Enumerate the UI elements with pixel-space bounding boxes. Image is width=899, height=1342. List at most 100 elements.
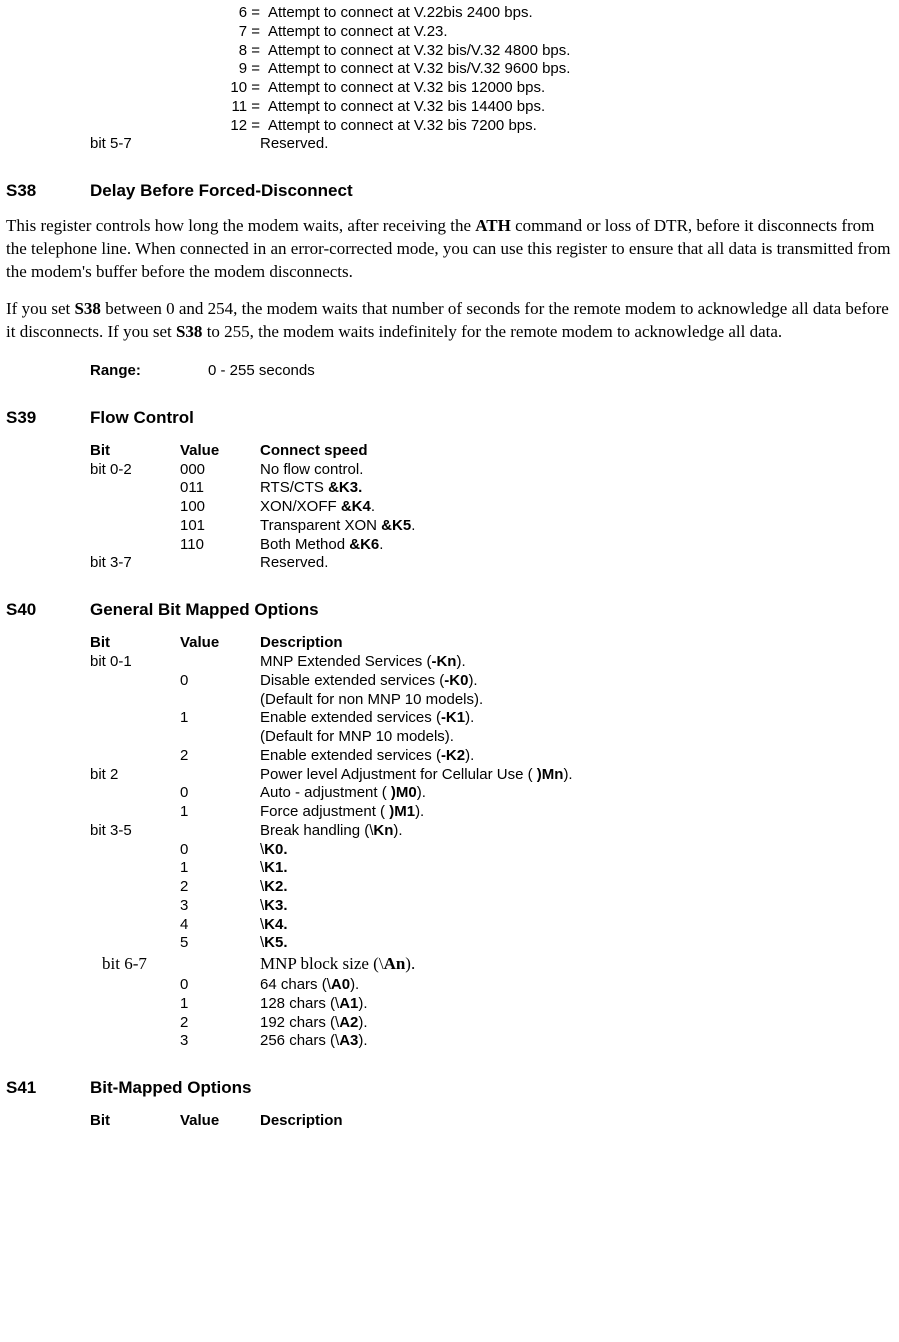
hdr-bit: Bit (90, 442, 180, 461)
value-cell: 2 (180, 747, 260, 766)
option-desc: Attempt to connect at V.32 bis/V.32 4800… (264, 42, 893, 61)
table-row: (Default for MNP 10 models). (90, 728, 893, 747)
text-bold: S38 (176, 322, 202, 341)
s41-table: Bit Value Description (90, 1112, 893, 1131)
value-cell: 1 (180, 709, 260, 728)
bit-cell (90, 1014, 180, 1033)
desc-cell: Enable extended services (-K1). (260, 709, 893, 728)
desc-cell: Both Method &K6. (260, 536, 893, 555)
table-row: 100XON/XOFF &K4. (90, 498, 893, 517)
table-row: 0Auto - adjustment ( )M0). (90, 784, 893, 803)
desc-cell: 128 chars (\A1). (260, 995, 893, 1014)
range-label: Range: (90, 362, 208, 381)
bit-cell (90, 517, 180, 536)
bit-cell: bit 2 (90, 766, 180, 785)
value-cell (180, 766, 260, 785)
option-desc: Attempt to connect at V.23. (264, 23, 893, 42)
value-cell: 101 (180, 517, 260, 536)
desc-cell: Break handling (\Kn). (260, 822, 893, 841)
value-cell: 100 (180, 498, 260, 517)
bit-cell: bit 5-7 (90, 135, 180, 154)
desc-cell: \K5. (260, 934, 893, 953)
desc-cell: Auto - adjustment ( )M0). (260, 784, 893, 803)
desc-cell: 64 chars (\A0). (260, 976, 893, 995)
desc-cell: No flow control. (260, 461, 893, 480)
bit-cell (90, 709, 180, 728)
desc-cell: Reserved. (260, 135, 893, 154)
bit-cell (90, 536, 180, 555)
value-cell: 3 (180, 1032, 260, 1051)
section-title: Delay Before Forced-Disconnect (90, 181, 353, 200)
hdr-desc: Description (260, 634, 893, 653)
table-row: 0\K0. (90, 841, 893, 860)
desc-cell: 192 chars (\A2). (260, 1014, 893, 1033)
value-cell: 000 (180, 461, 260, 480)
register-label: S41 (6, 1077, 90, 1098)
desc-cell: (Default for non MNP 10 models). (260, 691, 893, 710)
section-heading-s39: S39Flow Control (6, 407, 893, 428)
text: If you set (6, 299, 74, 318)
desc-cell: \K4. (260, 916, 893, 935)
value-cell: 3 (180, 897, 260, 916)
option-row: 6 =Attempt to connect at V.22bis 2400 bp… (220, 4, 893, 23)
value-cell (180, 822, 260, 841)
hdr-desc: Description (260, 1112, 893, 1131)
option-key: 6 = (220, 4, 264, 23)
bit-cell (90, 691, 180, 710)
option-row: 7 =Attempt to connect at V.23. (220, 23, 893, 42)
bit-cell (90, 784, 180, 803)
value-cell (180, 135, 260, 154)
value-cell (180, 691, 260, 710)
value-cell: 110 (180, 536, 260, 555)
prev-section-reserved-row: bit 5-7 Reserved. (90, 135, 893, 154)
value-cell: 0 (180, 841, 260, 860)
option-key: 7 = (220, 23, 264, 42)
bit-cell (90, 747, 180, 766)
hdr-bit: Bit (90, 634, 180, 653)
value-cell: 2 (180, 1014, 260, 1033)
table-header: Bit Value Description (90, 634, 893, 653)
option-desc: Attempt to connect at V.32 bis 12000 bps… (264, 79, 893, 98)
option-row: 9 =Attempt to connect at V.32 bis/V.32 9… (220, 60, 893, 79)
text: to 255, the modem waits indefinitely for… (202, 322, 782, 341)
hdr-bit: Bit (90, 1112, 180, 1131)
section-title: General Bit Mapped Options (90, 600, 319, 619)
table-row: bit 0-1 MNP Extended Services (-Kn). (90, 653, 893, 672)
section-heading-s40: S40General Bit Mapped Options (6, 599, 893, 620)
table-row: (Default for non MNP 10 models). (90, 691, 893, 710)
bit-cell (90, 479, 180, 498)
option-desc: Attempt to connect at V.32 bis 7200 bps. (264, 117, 893, 136)
bit-cell (90, 672, 180, 691)
value-cell: 1 (180, 859, 260, 878)
bit-cell: bit 6-7 (102, 953, 180, 976)
option-key: 11 = (220, 98, 264, 117)
desc-cell: MNP Extended Services (-Kn). (260, 653, 893, 672)
table-row: 1Enable extended services (-K1). (90, 709, 893, 728)
value-cell: 011 (180, 479, 260, 498)
register-label: S39 (6, 407, 90, 428)
table-row: bit 2Power level Adjustment for Cellular… (90, 766, 893, 785)
bit-cell (90, 897, 180, 916)
option-desc: Attempt to connect at V.32 bis 14400 bps… (264, 98, 893, 117)
bit-cell: bit 0-1 (90, 653, 180, 672)
option-row: 8 =Attempt to connect at V.32 bis/V.32 4… (220, 42, 893, 61)
option-row: 11 =Attempt to connect at V.32 bis 14400… (220, 98, 893, 117)
desc-cell: Force adjustment ( )M1). (260, 803, 893, 822)
table-row: 2192 chars (\A2). (90, 1014, 893, 1033)
table-row: 1\K1. (90, 859, 893, 878)
table-row: bit 3-7Reserved. (90, 554, 893, 573)
bit-cell (90, 803, 180, 822)
bit-cell: bit 0-2 (90, 461, 180, 480)
option-desc: Attempt to connect at V.32 bis/V.32 9600… (264, 60, 893, 79)
value-cell (180, 554, 260, 573)
table-row: 0Disable extended services (-K0). (90, 672, 893, 691)
text-bold: ATH (475, 216, 511, 235)
section-heading-s38: S38Delay Before Forced-Disconnect (6, 180, 893, 201)
s39-table: Bit Value Connect speed bit 0-2000No flo… (90, 442, 893, 573)
range-value: 0 - 255 seconds (208, 362, 315, 379)
value-cell: 0 (180, 784, 260, 803)
register-label: S38 (6, 180, 90, 201)
table-row: 110Both Method &K6. (90, 536, 893, 555)
text: This register controls how long the mode… (6, 216, 475, 235)
table-row: 2Enable extended services (-K2). (90, 747, 893, 766)
